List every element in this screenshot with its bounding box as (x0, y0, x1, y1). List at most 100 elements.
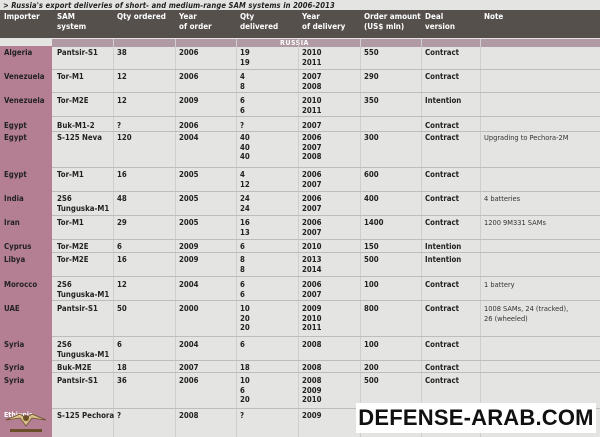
cell-qty-ordered: 12 (117, 280, 127, 289)
header-qty-ordered: Qty ordered (117, 12, 166, 21)
cell-qty-delivered: 10 6 20 (240, 376, 250, 405)
cell-qty-ordered: 38 (117, 48, 127, 57)
cell-note: 1008 SAMs, 24 (tracked), 26 (wheeled) (484, 304, 569, 323)
cell-year-order: 2007 (179, 363, 199, 372)
cell-system: Pantsir-S1 (57, 48, 98, 57)
watermark-text: DEFENSE-ARAB.COM (358, 405, 594, 430)
cell-qty-ordered: 50 (117, 304, 127, 313)
cell-year-delivery: 2006 2007 (302, 280, 322, 299)
cell-year-delivery: 2008 2009 2010 (302, 376, 322, 405)
cell-year-order: 2006 (179, 72, 199, 81)
cell-version: Intention (425, 255, 462, 264)
cell-qty-ordered: ? (117, 411, 122, 420)
cell-amount: 500 (364, 376, 379, 385)
cell-year-order: 2009 (179, 242, 199, 251)
cell-year-order: 2009 (179, 255, 199, 264)
cell-year-delivery: 2006 2007 (302, 170, 322, 189)
cell-importer: Egypt (4, 121, 27, 130)
cell-year-delivery: 2006 2007 (302, 194, 322, 213)
row-divider (52, 252, 600, 253)
row-divider (52, 300, 600, 301)
cell-importer: Morocco (4, 280, 38, 289)
cell-qty-ordered: 6 (117, 242, 122, 251)
row-divider (52, 69, 600, 70)
importer-column-background (0, 46, 52, 437)
header-year-of-delivery: Year of delivery (302, 12, 346, 31)
cell-year-order: 2005 (179, 170, 199, 179)
cell-amount: 100 (364, 280, 379, 289)
row-divider (52, 336, 600, 337)
header-year-of-order: Year of order (179, 12, 212, 31)
cell-amount: 550 (364, 48, 379, 57)
cell-importer: Egypt (4, 170, 27, 179)
cell-year-delivery: 2010 2011 (302, 48, 322, 67)
cell-importer: Libya (4, 255, 26, 264)
column-divider (175, 39, 176, 437)
cell-system: Tor-M1 (57, 72, 84, 81)
cell-system: Pantsir-S1 (57, 376, 98, 385)
cell-system: 2S6 Tunguska-M1 (57, 280, 110, 299)
cell-version: Contract (425, 218, 460, 227)
cell-system: 2S6 Tunguska-M1 (57, 340, 110, 359)
cell-system: Buk-M1-2 (57, 121, 95, 130)
cell-year-delivery: 2010 (302, 242, 322, 251)
cell-year-delivery: 2009 2010 2011 (302, 304, 322, 333)
cell-importer: Syria (4, 340, 25, 349)
section-label: RUSSIA (280, 39, 309, 47)
cell-year-delivery: 2006 2007 (302, 218, 322, 237)
cell-qty-ordered: 12 (117, 72, 127, 81)
row-divider (52, 92, 600, 93)
cell-importer: Venezuela (4, 72, 45, 81)
column-divider (480, 39, 481, 437)
cell-qty-ordered: 6 (117, 340, 122, 349)
cell-year-order: 2004 (179, 280, 199, 289)
header-note: Note (484, 12, 504, 21)
header-order-amount: Order amount (US$ mln) (364, 12, 421, 31)
header-importer: Importer (4, 12, 40, 21)
cell-qty-delivered: 6 (240, 242, 245, 251)
table-header (0, 10, 600, 38)
cell-qty-delivered: 6 6 (240, 280, 245, 299)
cell-year-delivery: 2009 (302, 411, 322, 420)
cell-amount: 300 (364, 133, 379, 142)
cell-version: Contract (425, 170, 460, 179)
cell-importer: Cyprus (4, 242, 32, 251)
cell-qty-ordered: 12 (117, 96, 127, 105)
cell-qty-delivered: 4 8 (240, 72, 245, 91)
cell-qty-delivered: 16 13 (240, 218, 250, 237)
cell-qty-delivered: 10 20 20 (240, 304, 250, 333)
cell-year-order: 2005 (179, 218, 199, 227)
cell-year-order: 2000 (179, 304, 199, 313)
column-divider (236, 39, 237, 437)
row-divider (52, 360, 600, 361)
row-divider (52, 191, 600, 192)
cell-amount: 500 (364, 255, 379, 264)
cell-qty-ordered: 29 (117, 218, 127, 227)
column-divider (421, 39, 422, 437)
row-divider (52, 372, 600, 373)
cell-amount: 800 (364, 304, 379, 313)
row-divider (52, 215, 600, 216)
table-caption: > Russia's export deliveries of short- a… (3, 1, 335, 10)
cell-importer: Venezuela (4, 96, 45, 105)
cell-year-order: 2006 (179, 376, 199, 385)
header-qty-delivered: Qty delivered (240, 12, 279, 31)
cell-qty-ordered: 48 (117, 194, 127, 203)
cell-note: 1200 9M331 SAMs (484, 218, 546, 227)
cell-system: Tor-M2E (57, 96, 89, 105)
cell-year-delivery: 2007 2008 (302, 72, 322, 91)
cell-note: Upgrading to Pechora-2M (484, 133, 569, 142)
row-divider (52, 131, 600, 132)
cell-year-delivery: 2008 (302, 363, 322, 372)
cell-system: S-125 Neva (57, 133, 102, 142)
cell-version: Contract (425, 194, 460, 203)
cell-note: 4 batteries (484, 194, 521, 203)
cell-amount: 100 (364, 340, 379, 349)
cell-version: Intention (425, 96, 462, 105)
cell-system: Buk-M2E (57, 363, 92, 372)
column-divider (113, 39, 114, 437)
cell-importer: Egypt (4, 133, 27, 142)
cell-system: Tor-M2E (57, 255, 89, 264)
cell-qty-delivered: ? (240, 121, 245, 130)
cell-system: 2S6 Tunguska-M1 (57, 194, 110, 213)
